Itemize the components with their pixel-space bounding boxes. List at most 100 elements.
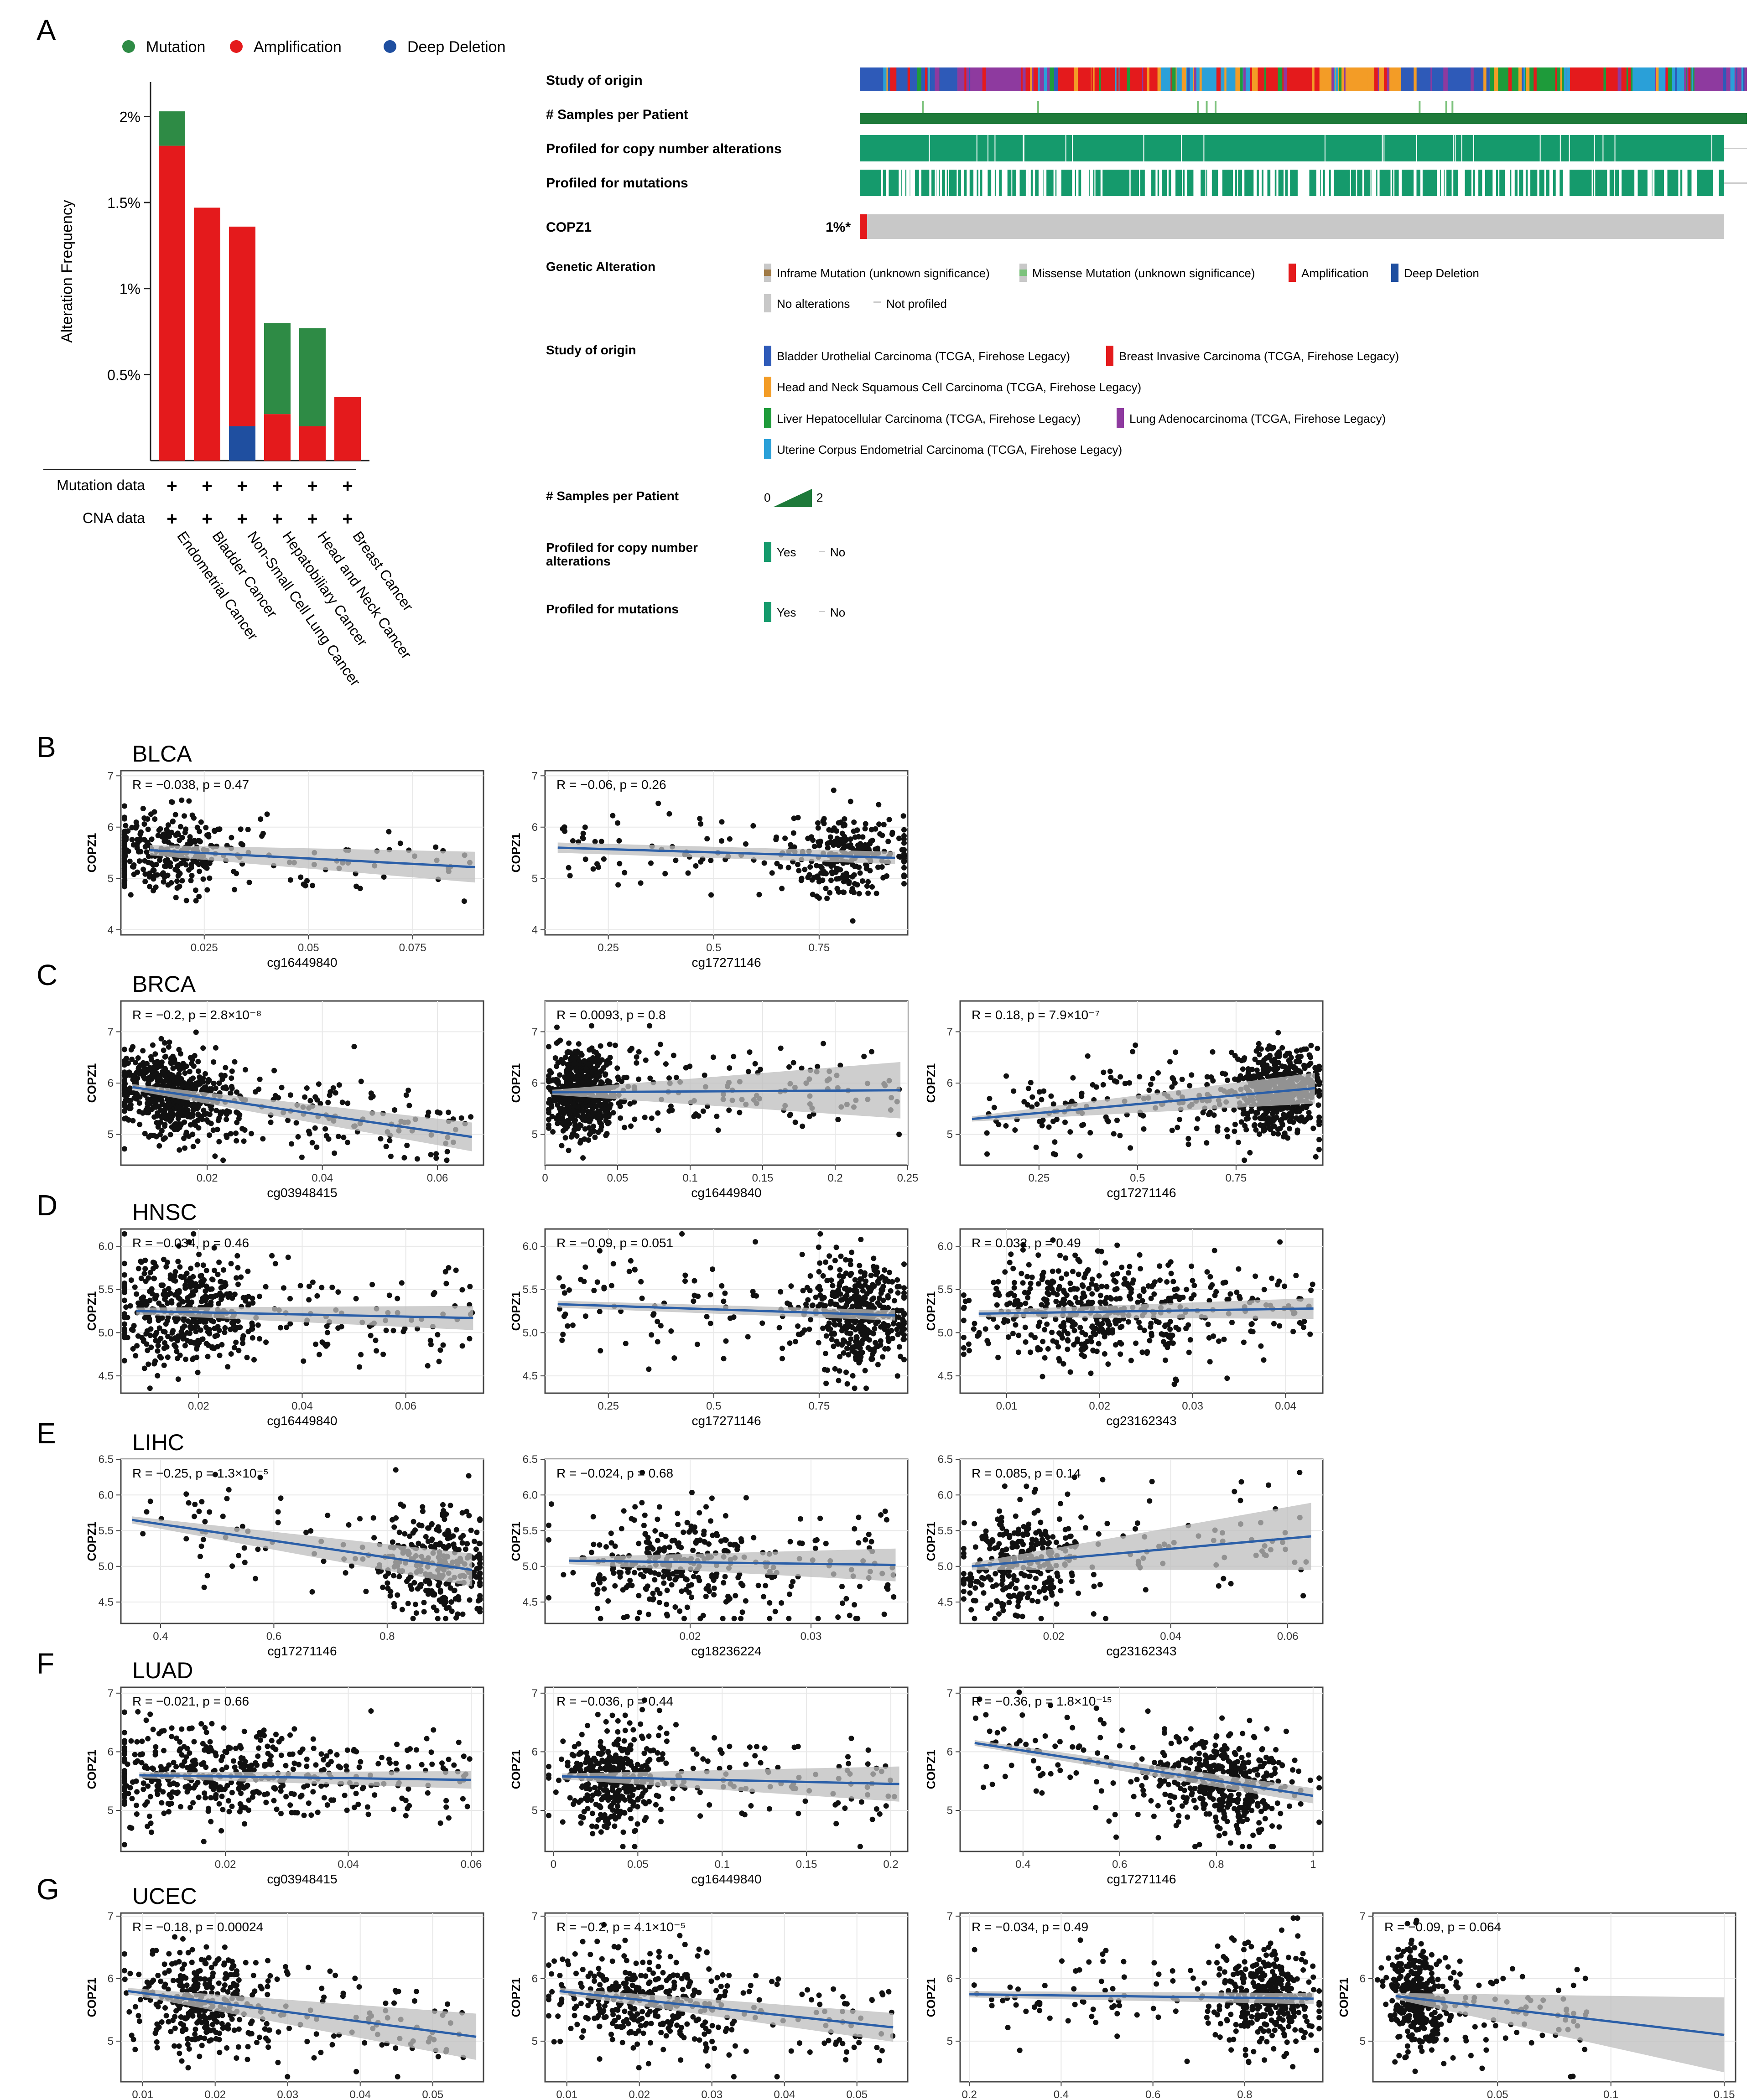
scatter-point bbox=[1072, 1322, 1078, 1327]
scatter-point bbox=[961, 1292, 967, 1298]
scatter-point bbox=[1026, 1262, 1032, 1268]
scatter-point bbox=[1195, 1116, 1201, 1122]
legend-cna-title-2: alterations bbox=[546, 554, 611, 568]
scatter-point bbox=[719, 838, 724, 844]
scatter-point bbox=[1204, 1269, 1210, 1275]
mut-gap bbox=[1089, 170, 1093, 196]
scatter-point bbox=[710, 1054, 716, 1060]
scatter-point bbox=[853, 1298, 859, 1304]
x-tick-label: 0.01 bbox=[996, 1400, 1018, 1412]
scatter-point bbox=[857, 1345, 863, 1351]
x-tick-label: 0.04 bbox=[312, 1172, 333, 1184]
scatter-point bbox=[1215, 1124, 1221, 1130]
scatter-point bbox=[597, 1309, 603, 1314]
scatter-point bbox=[151, 888, 156, 894]
scatter-point bbox=[225, 1364, 231, 1370]
scatter-point bbox=[136, 1100, 142, 1106]
mut-gap bbox=[1288, 170, 1290, 196]
scatter-point bbox=[976, 1330, 982, 1336]
scatter-point bbox=[840, 872, 846, 878]
scatter-point bbox=[694, 1342, 700, 1347]
scatter-point bbox=[671, 1053, 676, 1058]
scatter-point bbox=[807, 1273, 813, 1279]
profiled-cna-track bbox=[860, 135, 1747, 161]
correlation-stat: R = −0.038, p = 0.47 bbox=[132, 778, 249, 792]
scatter-point bbox=[130, 1118, 136, 1124]
study-segment bbox=[957, 67, 1055, 91]
scatter-point bbox=[758, 1067, 763, 1072]
scatter-point bbox=[802, 866, 808, 872]
scatter-point bbox=[554, 1024, 560, 1030]
scatter-point bbox=[151, 876, 156, 882]
scatter-point bbox=[433, 844, 439, 850]
scatter-point bbox=[228, 1351, 234, 1357]
scatter-point bbox=[580, 830, 586, 836]
bar-row-mark: + bbox=[342, 476, 353, 496]
scatter-point bbox=[1071, 1327, 1077, 1333]
scatter-point bbox=[1258, 1343, 1264, 1349]
mut-gap bbox=[1451, 170, 1454, 196]
scatter-point bbox=[1308, 1287, 1314, 1293]
scatter-point bbox=[1028, 1080, 1034, 1085]
y-axis-label: COPZ1 bbox=[85, 1291, 99, 1331]
scatter-point bbox=[583, 1066, 589, 1072]
mut-gap bbox=[1129, 170, 1131, 196]
x-tick-label: 0.025 bbox=[191, 942, 218, 954]
scatter-point bbox=[648, 860, 654, 866]
scatter-point bbox=[971, 1326, 977, 1332]
scatter-point bbox=[683, 1065, 689, 1071]
scatter-point bbox=[546, 1044, 551, 1050]
scatter-point bbox=[196, 1338, 202, 1344]
scatter-point bbox=[562, 1135, 568, 1141]
scatter-point bbox=[212, 1293, 218, 1299]
scatter-point bbox=[436, 1359, 442, 1364]
y-tick-label: 5 bbox=[532, 872, 538, 885]
scatter-point bbox=[207, 1327, 213, 1333]
scatter-point bbox=[966, 1297, 972, 1303]
scatter-point bbox=[228, 1327, 234, 1333]
scatter-point bbox=[163, 1264, 169, 1270]
scatter-point bbox=[1216, 1338, 1222, 1344]
scatter-point bbox=[546, 1106, 551, 1112]
scatter-point bbox=[1095, 1248, 1101, 1254]
scatter-point bbox=[1315, 1102, 1321, 1108]
scatter-point bbox=[172, 1342, 177, 1348]
scatter-point bbox=[121, 837, 127, 843]
scatter-point bbox=[133, 819, 139, 825]
scatter-point bbox=[322, 1342, 328, 1348]
scatter-point bbox=[860, 845, 866, 851]
scatter-point bbox=[216, 1139, 222, 1145]
scatter-point bbox=[982, 1326, 988, 1332]
scatter-point bbox=[156, 1300, 162, 1306]
study-stripe bbox=[1483, 67, 1487, 91]
scatter-point bbox=[801, 1327, 807, 1333]
study-stripe bbox=[1494, 67, 1498, 91]
scatter-point bbox=[253, 1089, 259, 1095]
scatter-point bbox=[204, 887, 210, 893]
oncoprint-track-labels: Study of origin# Samples per PatientProf… bbox=[546, 73, 782, 235]
scatter-point bbox=[121, 1272, 127, 1278]
scatter-point bbox=[148, 1344, 154, 1350]
mut-gap bbox=[1299, 170, 1302, 196]
scatter-point bbox=[575, 1104, 581, 1110]
scatter-point bbox=[1278, 1106, 1284, 1112]
cna-gap bbox=[1383, 135, 1385, 161]
scatter-point bbox=[444, 1157, 450, 1163]
study-stripe bbox=[1374, 67, 1378, 91]
scatter-point bbox=[815, 1285, 821, 1291]
cna-gap bbox=[1569, 135, 1570, 161]
mut-gap bbox=[1436, 170, 1440, 196]
y-axis-label: COPZ1 bbox=[509, 1291, 523, 1331]
scatter-point bbox=[400, 1328, 406, 1334]
scatter-point bbox=[1023, 1339, 1029, 1345]
scatter-point bbox=[1173, 1376, 1179, 1382]
scatter-point bbox=[368, 1095, 374, 1101]
scatter-point bbox=[468, 1114, 474, 1120]
scatter-point bbox=[1016, 1333, 1022, 1338]
mut-gap bbox=[1461, 170, 1465, 196]
scatter-point bbox=[555, 1060, 561, 1066]
scatter-point bbox=[1248, 1108, 1254, 1114]
scatter-point bbox=[821, 869, 827, 875]
